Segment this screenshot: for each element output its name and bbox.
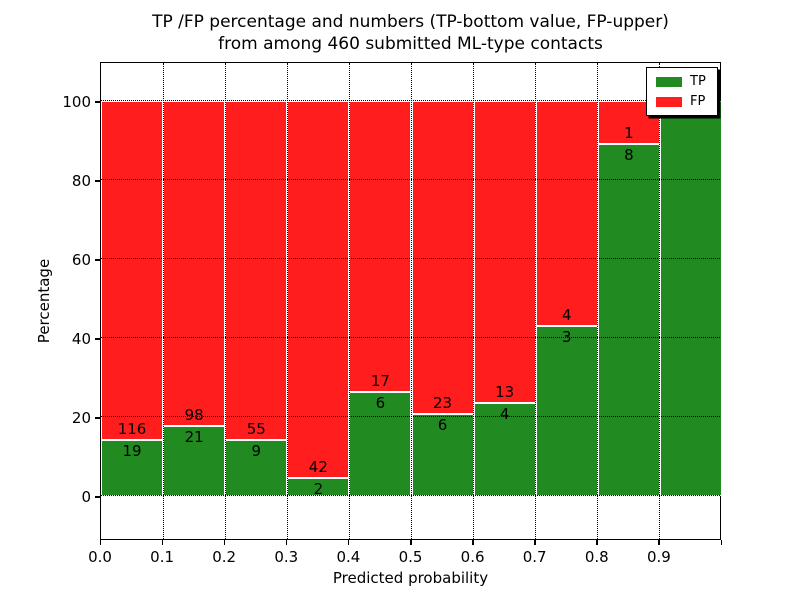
x-tick-label: 0.1: [150, 548, 175, 566]
bar-count-tp: 4: [499, 404, 510, 423]
tp-legend-swatch: [656, 76, 682, 87]
y-tick: [95, 259, 100, 261]
gridline-vertical: [473, 63, 475, 539]
x-tick: [161, 540, 164, 545]
x-tick-label: 0.4: [336, 548, 361, 566]
y-tick-label: 0: [81, 487, 91, 506]
x-tick: [223, 540, 226, 545]
gridline-horizontal: [101, 415, 720, 417]
bar-segment-tp: [659, 100, 722, 496]
bar-segment-fp: [349, 100, 412, 393]
bar-count-tp: 3: [561, 328, 572, 347]
y-tick: [95, 338, 100, 340]
y-tick-label: 80: [71, 171, 91, 190]
bar-segment-tp: [101, 439, 164, 496]
gridline-horizontal: [101, 178, 720, 180]
x-tick: [658, 540, 660, 545]
bar-segment-fp: [411, 100, 474, 414]
x-tick-label: 0.2: [212, 548, 237, 566]
gridline-vertical: [162, 63, 164, 539]
bar-segment-tp: [473, 402, 536, 496]
gridline-vertical: [411, 63, 412, 539]
gridline-horizontal: [101, 99, 720, 101]
x-tick-label: 0.3: [274, 548, 299, 566]
bar-segment-fp: [535, 100, 598, 327]
bar-segment-fp: [287, 100, 350, 478]
legend-label: TP: [690, 74, 706, 89]
bar-count-fp: 13: [495, 382, 515, 401]
x-tick-label: 0.5: [398, 548, 423, 566]
bar-count-tp: 6: [437, 415, 448, 434]
legend: TP FP: [646, 67, 718, 116]
bar-segment-tp: [411, 413, 474, 496]
bar-count-fp: 98: [184, 405, 204, 424]
y-tick: [95, 496, 100, 498]
x-tick: [534, 540, 536, 545]
bar-count-tp: 2: [313, 479, 324, 498]
x-tick-label: 0.0: [88, 548, 112, 566]
bar-count-tp: 9: [251, 441, 261, 460]
x-tick-label: 0.9: [646, 548, 671, 566]
x-tick-label: 0.7: [522, 548, 547, 566]
bar-count-tp: 6: [375, 394, 386, 413]
bar-segment-fp: [101, 100, 164, 440]
y-tick-label: 100: [62, 92, 91, 111]
bar-count-fp: 116: [117, 419, 147, 438]
bar-segment-tp: [535, 326, 598, 496]
bar-count-fp: 4: [561, 306, 572, 325]
x-tick: [99, 540, 101, 545]
bar-count-tp: 19: [122, 441, 142, 460]
bar-count-tp: 21: [184, 427, 204, 446]
legend-entry: TP: [656, 75, 708, 88]
chart-title-line1: TP /FP percentage and numbers (TP-bottom…: [152, 12, 669, 32]
gridline-vertical: [286, 63, 288, 539]
x-tick: [720, 540, 722, 545]
bar-count-fp: 55: [246, 419, 266, 438]
bar-count-fp: 1: [624, 124, 634, 143]
chart-title: TP /FP percentage and numbers (TP-bottom…: [100, 11, 721, 55]
gridline-vertical: [597, 63, 599, 539]
y-tick: [95, 101, 100, 103]
bar-segment-fp: [225, 100, 288, 440]
bar-count-tp: 8: [624, 146, 634, 165]
gridline-horizontal: [101, 257, 720, 259]
x-tick-label: 0.6: [460, 548, 485, 566]
y-tick-label: 20: [71, 408, 91, 427]
x-tick: [472, 540, 474, 545]
x-tick: [285, 540, 288, 545]
x-tick: [410, 540, 412, 545]
bar-count-fp: 23: [433, 393, 453, 412]
gridline-vertical: [348, 63, 350, 539]
chart-title-line2: from among 460 submitted ML-type contact…: [218, 34, 603, 54]
gridline-vertical: [659, 63, 661, 539]
bar-segment-tp: [349, 392, 412, 496]
legend-entry: FP: [656, 95, 708, 108]
fp-legend-swatch: [656, 96, 682, 107]
gridline-vertical: [224, 63, 226, 539]
x-axis-label: Predicted probability: [332, 569, 489, 587]
x-tick-label: 0.8: [584, 548, 609, 566]
bar-segment-fp: [163, 100, 226, 426]
bar-segment-tp: [163, 425, 226, 496]
x-tick: [347, 540, 350, 545]
y-tick: [95, 417, 100, 419]
y-tick-label: 60: [71, 250, 91, 269]
bar-segment-fp: [473, 100, 536, 403]
gridline-horizontal: [101, 494, 720, 496]
gridline-horizontal: [101, 336, 720, 338]
legend-label: FP: [690, 94, 706, 109]
x-tick: [596, 540, 598, 545]
y-tick: [95, 180, 100, 182]
bar-segment-tp: [597, 144, 660, 496]
plot-area: 116199821559422176236134431813: [100, 62, 722, 540]
bar-count-fp: 42: [308, 457, 328, 476]
bar-count-fp: 17: [370, 372, 390, 391]
gridline-vertical: [535, 63, 537, 539]
y-tick-label: 40: [71, 329, 91, 348]
